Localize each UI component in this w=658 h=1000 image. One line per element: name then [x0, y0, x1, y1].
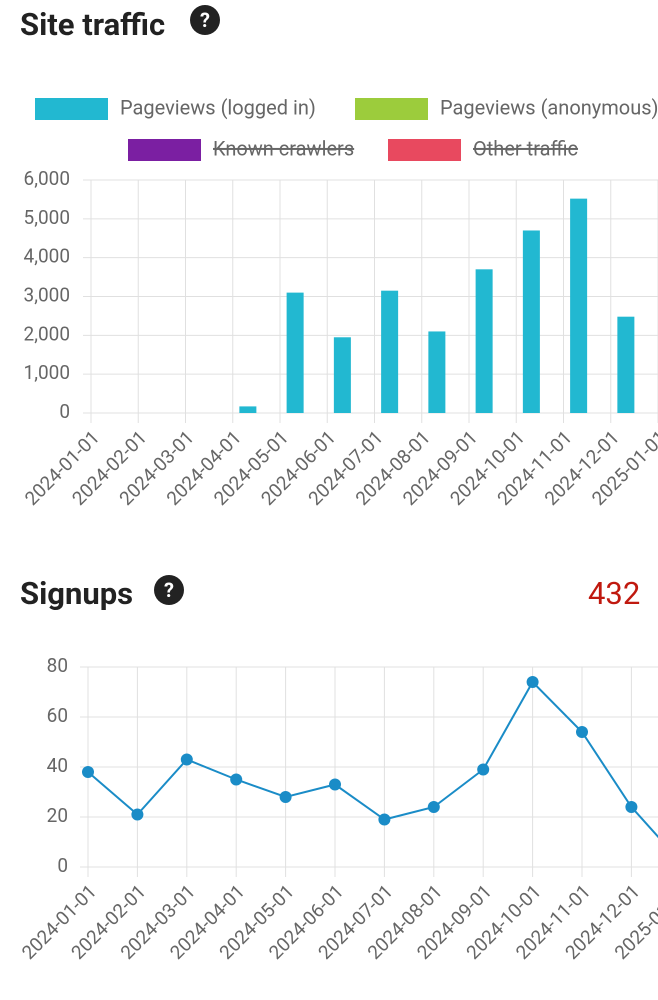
line	[87, 680, 658, 839]
legend-label[interactable]: Known crawlers	[213, 136, 354, 160]
bar	[522, 230, 540, 413]
help-icon-bg[interactable]	[190, 5, 220, 35]
legend-swatch[interactable]	[128, 139, 201, 161]
chart-title: Signups	[20, 575, 133, 612]
point	[131, 808, 144, 821]
point	[625, 801, 638, 813]
help-icon[interactable]: ?	[200, 8, 210, 32]
help-icon-bg[interactable]	[154, 575, 184, 605]
legend-label[interactable]: Other traffic	[473, 136, 578, 160]
legend-swatch[interactable]	[35, 98, 108, 120]
point	[279, 791, 292, 803]
y-tick-label: 0	[57, 854, 68, 877]
point	[180, 753, 193, 766]
y-tick-label: 3,000	[24, 284, 70, 307]
legend-label[interactable]: Pageviews (anonymous)	[440, 95, 658, 119]
y-tick-label: 5,000	[24, 206, 70, 229]
y-tick-label: 6,000	[24, 167, 70, 190]
point	[427, 801, 440, 813]
y-tick-label: 0	[59, 400, 70, 423]
y-tick-label: 60	[47, 704, 68, 727]
y-tick-label: 4,000	[24, 245, 70, 268]
point	[329, 778, 341, 791]
help-icon[interactable]: ?	[164, 578, 174, 602]
legend-swatch[interactable]	[355, 98, 428, 120]
bar	[286, 292, 304, 413]
point	[230, 773, 243, 786]
bar	[475, 269, 493, 413]
bar	[333, 337, 351, 413]
y-tick-label: 1,000	[24, 361, 70, 384]
legend-label[interactable]: Pageviews (logged in)	[120, 95, 316, 119]
headline-value: 432	[588, 575, 640, 612]
legend-swatch[interactable]	[388, 139, 461, 161]
point	[378, 813, 391, 826]
bar	[617, 316, 635, 413]
y-tick-label: 20	[47, 804, 68, 827]
point	[82, 766, 94, 778]
bar	[428, 331, 446, 413]
point	[576, 726, 588, 738]
bar	[570, 198, 588, 413]
y-tick-label: 80	[47, 654, 68, 677]
y-tick-label: 2,000	[24, 322, 70, 345]
bar	[381, 290, 399, 413]
point	[526, 676, 539, 688]
chart-title: Site traffic	[20, 6, 165, 43]
bar	[239, 406, 257, 413]
point	[477, 763, 490, 776]
y-tick-label: 40	[47, 754, 68, 777]
